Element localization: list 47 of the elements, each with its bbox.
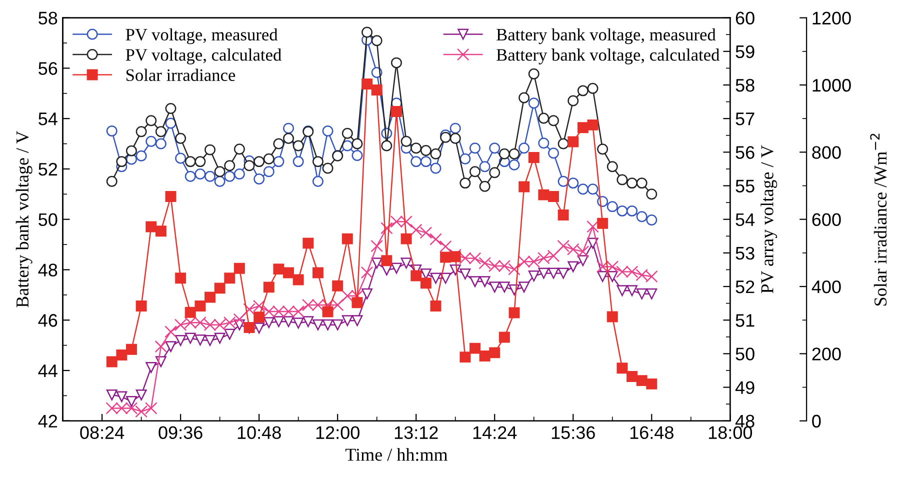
legend-label: Battery bank voltage, calculated [496, 48, 720, 64]
x-tick-label: 15:36 [552, 426, 595, 439]
x-tick-label: 14:24 [473, 426, 517, 439]
legend-label: Solar irradiance [126, 68, 236, 82]
y3-axis-title: Solar irradiance /Wm$^{−2}$ [870, 134, 887, 306]
y-tick-label: 54 [38, 112, 58, 126]
y2-tick-label: 50 [736, 348, 754, 360]
x-tick-label: 18:00 [708, 426, 752, 439]
x-axis-title: Time / hh:mm [345, 448, 448, 461]
y2-tick-label: 59 [736, 45, 754, 58]
legend-label: PV voltage, calculated [126, 48, 282, 64]
y-tick-label: 46 [38, 314, 58, 327]
x-tick-label: 16:48 [630, 426, 674, 439]
y2-tick-label: 60 [736, 12, 754, 25]
y-tick-label: 42 [38, 414, 58, 428]
x-tick-label: 09:36 [158, 426, 202, 439]
y-tick-label: 58 [38, 12, 58, 25]
y3-tick-label: 1200 [812, 12, 851, 25]
y-tick-label: 56 [38, 62, 58, 75]
x-tick-label: 08:24 [80, 426, 124, 439]
y3-tick-label: 400 [812, 280, 841, 294]
y-tick-label: 52 [38, 162, 58, 176]
legend-label: Battery bank voltage, measured [496, 28, 716, 44]
y2-tick-label: 51 [736, 314, 754, 327]
legend-label: PV voltage, measured [126, 28, 278, 44]
y2-tick-label: 54 [736, 213, 755, 226]
y2-tick-label: 55 [736, 180, 754, 192]
x-tick-label: 12:00 [316, 426, 360, 439]
y2-tick-label: 48 [735, 414, 754, 428]
x-tick-label: 13:12 [394, 426, 438, 439]
y3-tick-label: 600 [812, 213, 841, 226]
y3-tick-label: 1000 [812, 78, 851, 92]
y-tick-label: 44 [38, 364, 58, 378]
x-tick-label: 10:48 [238, 426, 281, 439]
y2-tick-label: 58 [736, 78, 754, 92]
y2-axis-title: PV array voltage / V [760, 145, 778, 294]
y-tick-label: 48 [38, 264, 58, 276]
y2-tick-label: 56 [736, 146, 754, 159]
y3-tick-label: 800 [812, 146, 841, 159]
y2-tick-label: 49 [735, 381, 754, 394]
y-tick-label: 50 [38, 213, 58, 226]
y2-tick-label: 57 [736, 112, 754, 126]
y3-tick-label: 200 [812, 348, 841, 360]
y2-tick-label: 52 [736, 280, 754, 294]
y3-tick-label: 0 [812, 414, 821, 428]
y2-tick-label: 53 [736, 246, 754, 260]
y-axis-title: Battery bank voltage / V [16, 130, 32, 308]
